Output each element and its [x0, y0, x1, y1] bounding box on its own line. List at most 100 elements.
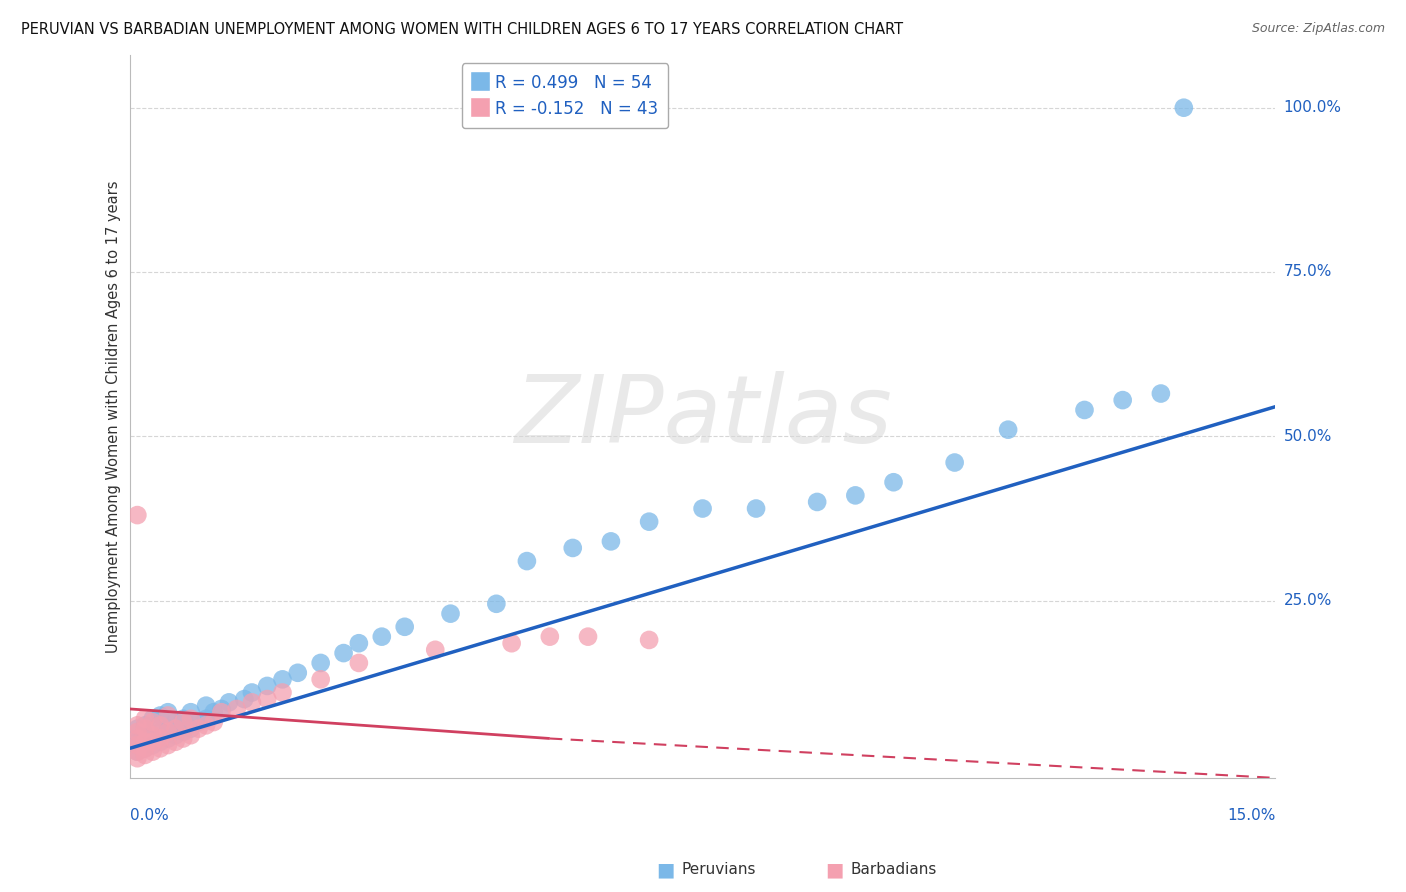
Point: [218, 695, 240, 709]
Point: [134, 718, 156, 732]
Point: [576, 630, 599, 644]
Text: 75.0%: 75.0%: [1284, 264, 1331, 279]
Point: [195, 712, 218, 726]
Point: [127, 745, 149, 759]
Text: ZIPatlas: ZIPatlas: [513, 371, 891, 462]
Point: [149, 735, 172, 749]
Point: [371, 630, 394, 644]
Point: [561, 541, 583, 555]
Text: 50.0%: 50.0%: [1284, 429, 1331, 443]
Point: [156, 708, 179, 723]
Text: Source: ZipAtlas.com: Source: ZipAtlas.com: [1251, 22, 1385, 36]
Point: [134, 741, 156, 756]
Point: [149, 718, 172, 732]
Point: [287, 665, 309, 680]
Point: [501, 636, 523, 650]
Point: [180, 712, 202, 726]
Point: [538, 630, 561, 644]
Point: [195, 718, 218, 732]
Point: [142, 728, 165, 742]
Point: [165, 735, 187, 749]
Point: [209, 702, 232, 716]
Point: [156, 725, 179, 739]
Point: [149, 708, 172, 723]
Point: [134, 731, 156, 746]
Point: [127, 751, 149, 765]
Point: [225, 702, 247, 716]
Point: [156, 731, 179, 746]
Point: [233, 692, 256, 706]
Point: [638, 515, 661, 529]
Point: [256, 692, 278, 706]
Point: [745, 501, 768, 516]
Text: Barbadians: Barbadians: [851, 863, 936, 877]
Point: [165, 722, 187, 736]
Text: 0.0%: 0.0%: [129, 808, 169, 823]
Point: [997, 423, 1019, 437]
Point: [240, 695, 263, 709]
Point: [271, 685, 294, 699]
Point: [165, 728, 187, 742]
Point: [134, 712, 156, 726]
Point: [142, 712, 165, 726]
Point: [180, 728, 202, 742]
Point: [134, 722, 156, 736]
Point: [149, 731, 172, 746]
Point: [156, 705, 179, 719]
Point: [149, 741, 172, 756]
Point: [883, 475, 905, 490]
Text: ■: ■: [825, 860, 844, 880]
Point: [600, 534, 623, 549]
Text: 25.0%: 25.0%: [1284, 593, 1331, 608]
Point: [142, 728, 165, 742]
Point: [240, 685, 263, 699]
Point: [142, 714, 165, 729]
Text: 100.0%: 100.0%: [1284, 100, 1341, 115]
Point: [180, 705, 202, 719]
Point: [195, 698, 218, 713]
Point: [638, 632, 661, 647]
Point: [332, 646, 354, 660]
Point: [172, 714, 194, 729]
Point: [1150, 386, 1173, 401]
Point: [172, 725, 194, 739]
Point: [439, 607, 461, 621]
Point: [1073, 403, 1095, 417]
Point: [202, 705, 225, 719]
Legend: R = 0.499   N = 54, R = -0.152   N = 43: R = 0.499 N = 54, R = -0.152 N = 43: [463, 63, 668, 128]
Point: [142, 738, 165, 752]
Point: [844, 488, 866, 502]
Point: [516, 554, 538, 568]
Point: [142, 735, 165, 749]
Point: [485, 597, 508, 611]
Point: [165, 714, 187, 729]
Text: 15.0%: 15.0%: [1227, 808, 1275, 823]
Point: [187, 722, 209, 736]
Point: [1173, 101, 1195, 115]
Point: [271, 673, 294, 687]
Point: [172, 712, 194, 726]
Point: [209, 705, 232, 719]
Point: [202, 714, 225, 729]
Point: [309, 673, 332, 687]
Point: [134, 747, 156, 762]
Point: [134, 735, 156, 749]
Point: [127, 718, 149, 732]
Point: [134, 741, 156, 756]
Point: [127, 735, 149, 749]
Text: PERUVIAN VS BARBADIAN UNEMPLOYMENT AMONG WOMEN WITH CHILDREN AGES 6 TO 17 YEARS : PERUVIAN VS BARBADIAN UNEMPLOYMENT AMONG…: [21, 22, 903, 37]
Point: [394, 620, 416, 634]
Point: [127, 745, 149, 759]
Point: [149, 725, 172, 739]
Point: [806, 495, 828, 509]
Point: [180, 722, 202, 736]
Point: [347, 636, 370, 650]
Text: ■: ■: [657, 860, 675, 880]
Point: [187, 714, 209, 729]
Point: [256, 679, 278, 693]
Point: [127, 731, 149, 746]
Point: [347, 656, 370, 670]
Point: [309, 656, 332, 670]
Point: [142, 745, 165, 759]
Point: [172, 731, 194, 746]
